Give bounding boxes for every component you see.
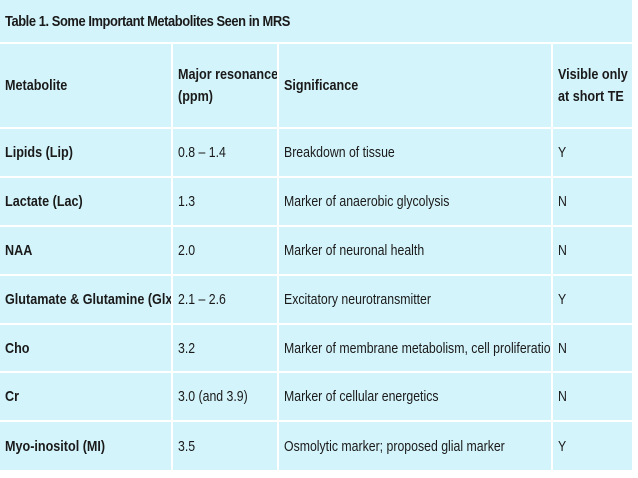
resonance-text: 0.8 – 1.4: [178, 143, 226, 161]
header-metabolite-label: Metabolite: [5, 76, 68, 94]
significance-text: Osmolytic marker; proposed glial marker: [284, 437, 505, 455]
metabolite-text: Myo-inositol (MI): [5, 437, 106, 455]
visible-text: N: [558, 339, 567, 357]
header-major-resonance-line2: (ppm): [178, 87, 213, 105]
cell-visible: Y: [552, 274, 632, 325]
visible-text: N: [558, 388, 567, 406]
header-row: Metabolite Major resonance (ppm) Signifi…: [0, 44, 632, 129]
cell-significance: Marker of cellular energetics: [278, 372, 553, 423]
resonance-text: 1.3: [178, 192, 196, 210]
table-header: Metabolite Major resonance (ppm) Signifi…: [0, 44, 632, 129]
table-row: Cr 3.0 (and 3.9) Marker of cellular ener…: [0, 372, 632, 423]
cell-significance: Marker of membrane metabolism, cell prol…: [278, 323, 553, 374]
table-caption: Table 1. Some Important Metabolites Seen…: [0, 0, 632, 44]
header-major-resonance: Major resonance (ppm): [172, 44, 279, 129]
metabolite-text: Lactate (Lac): [5, 192, 83, 210]
cell-visible: Y: [552, 128, 632, 178]
header-visible-short-te: Visible only at short TE: [552, 44, 632, 129]
cell-metabolite: Lactate (Lac): [0, 176, 173, 227]
cell-resonance: 3.2: [172, 323, 279, 374]
cell-metabolite: Cr: [0, 372, 173, 423]
cell-visible: N: [552, 323, 632, 374]
table-row: Lipids (Lip) 0.8 – 1.4 Breakdown of tiss…: [0, 128, 632, 178]
visible-text: Y: [558, 143, 567, 161]
resonance-text: 2.0: [178, 241, 196, 259]
cell-visible: Y: [552, 421, 632, 470]
table-row: NAA 2.0 Marker of neuronal health N: [0, 225, 632, 276]
cell-resonance: 3.5: [172, 421, 279, 471]
cell-resonance: 1.3: [172, 176, 279, 227]
cell-significance: Osmolytic marker; proposed glial marker: [278, 421, 553, 471]
cell-metabolite: NAA: [0, 225, 173, 276]
resonance-text: 3.2: [178, 339, 196, 357]
table-row: Lactate (Lac) 1.3 Marker of anaerobic gl…: [0, 176, 632, 227]
cell-visible: N: [552, 225, 632, 276]
cell-resonance: 0.8 – 1.4: [172, 128, 279, 178]
table-row: Myo-inositol (MI) 3.5 Osmolytic marker; …: [0, 421, 632, 471]
header-major-resonance-line1: Major resonance: [178, 65, 278, 83]
cell-resonance: 3.0 (and 3.9): [172, 372, 279, 423]
header-visible-line2: at short TE: [558, 87, 624, 105]
cell-visible: N: [552, 176, 632, 227]
significance-text: Excitatory neurotransmitter: [284, 290, 431, 308]
cell-significance: Marker of anaerobic glycolysis: [278, 176, 553, 227]
table-row: Glutamate & Glutamine (Glx) 2.1 – 2.6 Ex…: [0, 274, 632, 325]
table-body: Lipids (Lip) 0.8 – 1.4 Breakdown of tiss…: [0, 128, 632, 471]
cell-metabolite: Myo-inositol (MI): [0, 421, 173, 471]
table-row: Cho 3.2 Marker of membrane metabolism, c…: [0, 323, 632, 374]
cell-resonance: 2.1 – 2.6: [172, 274, 279, 325]
cell-metabolite: Lipids (Lip): [0, 128, 173, 178]
visible-text: N: [558, 192, 567, 210]
header-visible-line1: Visible only: [558, 65, 628, 83]
cell-resonance: 2.0: [172, 225, 279, 276]
resonance-text: 3.0 (and 3.9): [178, 388, 248, 406]
header-metabolite: Metabolite: [0, 44, 173, 129]
resonance-text: 3.5: [178, 437, 196, 455]
visible-text: Y: [558, 437, 567, 455]
significance-text: Marker of cellular energetics: [284, 388, 439, 406]
cell-significance: Marker of neuronal health: [278, 225, 553, 276]
cell-significance: Excitatory neurotransmitter: [278, 274, 553, 325]
cell-visible: N: [552, 372, 632, 423]
significance-text: Marker of membrane metabolism, cell prol…: [284, 339, 552, 357]
metabolites-table-container: Table 1. Some Important Metabolites Seen…: [0, 0, 632, 471]
table-caption-text: Table 1. Some Important Metabolites Seen…: [5, 12, 290, 30]
metabolite-text: Glutamate & Glutamine (Glx): [5, 290, 172, 308]
header-significance: Significance: [278, 44, 553, 129]
metabolite-text: Lipids (Lip): [5, 143, 73, 161]
resonance-text: 2.1 – 2.6: [178, 290, 226, 308]
visible-text: N: [558, 241, 567, 259]
cell-significance: Breakdown of tissue: [278, 128, 553, 178]
significance-text: Marker of anaerobic glycolysis: [284, 192, 450, 210]
header-significance-label: Significance: [284, 76, 359, 94]
metabolite-text: Cr: [5, 388, 20, 406]
significance-text: Breakdown of tissue: [284, 143, 395, 161]
cell-metabolite: Cho: [0, 323, 173, 374]
metabolite-text: Cho: [5, 339, 30, 357]
metabolites-table: Metabolite Major resonance (ppm) Signifi…: [0, 44, 632, 471]
visible-text: Y: [558, 290, 567, 308]
cell-metabolite: Glutamate & Glutamine (Glx): [0, 274, 173, 325]
metabolite-text: NAA: [5, 241, 33, 259]
significance-text: Marker of neuronal health: [284, 241, 425, 259]
